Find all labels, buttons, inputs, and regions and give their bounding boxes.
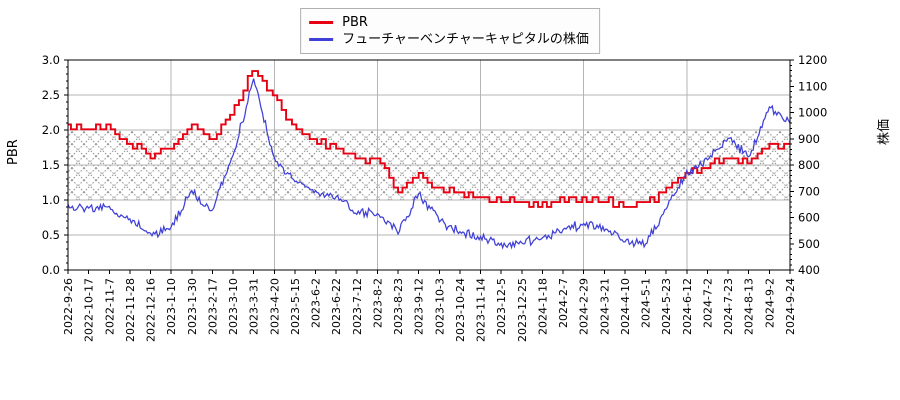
x-tick-label: 2024-4-10 xyxy=(619,278,632,335)
y-tick-label: 0.0 xyxy=(42,263,60,277)
x-tick-label: 2022-12-16 xyxy=(145,278,158,342)
y2-tick-label: 700 xyxy=(798,184,820,198)
legend-item-stock-price: フューチャーベンチャーキャピタルの株価 xyxy=(309,31,589,48)
x-tick-label: 2023-7-12 xyxy=(351,278,364,335)
x-tick-label: 2023-5-15 xyxy=(289,278,302,335)
x-tick-label: 2022-11-28 xyxy=(124,278,137,342)
x-axis-ticks: 2022-9-26 2022-10-17 2022-11-7 2022-11-28 20… xyxy=(62,270,797,342)
y2-tick-label: 600 xyxy=(798,211,820,225)
x-tick-label: 2022-9-26 xyxy=(62,278,75,335)
y2-tick-label: 1000 xyxy=(798,106,827,120)
x-tick-label: 2024-1-18 xyxy=(536,278,549,335)
y-tick-label: 2.5 xyxy=(42,88,60,102)
x-tick-label: 2023-9-12 xyxy=(413,278,426,335)
x-tick-label: 2023-1-30 xyxy=(186,278,199,335)
y2-tick-label: 400 xyxy=(798,263,820,277)
legend-item-pbr: PBR xyxy=(309,14,589,31)
x-tick-label: 2023-3-31 xyxy=(248,278,261,335)
x-tick-label: 2024-6-12 xyxy=(681,278,694,335)
y2-tick-label: 1100 xyxy=(798,79,827,93)
x-tick-label: 2023-10-24 xyxy=(454,278,467,342)
y-axis-left-ticks: 0.0 0.5 1.0 1.5 2.0 2.5 3.0 xyxy=(42,53,68,277)
y2-tick-label: 1200 xyxy=(798,53,827,67)
x-tick-label: 2024-2-7 xyxy=(557,278,570,328)
x-tick-label: 2024-9-24 xyxy=(784,278,797,335)
x-tick-label: 2023-4-20 xyxy=(268,278,281,335)
legend-swatch-stock-price xyxy=(309,38,334,41)
y2-tick-label: 900 xyxy=(798,132,820,146)
x-tick-label: 2024-9-2 xyxy=(763,278,776,328)
legend-label-pbr: PBR xyxy=(342,15,368,30)
legend-label-stock-price: フューチャーベンチャーキャピタルの株価 xyxy=(342,32,589,47)
x-tick-label: 2023-8-2 xyxy=(371,278,384,328)
gridlines xyxy=(67,59,791,271)
x-tick-label: 2024-5-1 xyxy=(640,278,653,328)
x-tick-label: 2024-2-29 xyxy=(578,278,591,335)
x-tick-label: 2023-3-10 xyxy=(227,278,240,335)
x-tick-label: 2022-10-17 xyxy=(83,278,96,342)
x-tick-label: 2024-7-2 xyxy=(701,278,714,328)
x-tick-label: 2023-12-25 xyxy=(516,278,529,342)
series-pbr xyxy=(68,70,790,208)
y2-tick-label: 500 xyxy=(798,237,820,251)
x-tick-label: 2024-7-23 xyxy=(722,278,735,335)
series-stock-price xyxy=(68,78,790,250)
x-tick-label: 2023-10-3 xyxy=(433,278,446,335)
y2-tick-label: 800 xyxy=(798,158,820,172)
y-tick-label: 1.5 xyxy=(42,158,60,172)
x-tick-label: 2023-2-17 xyxy=(206,278,219,335)
x-tick-label: 2022-11-7 xyxy=(103,278,116,335)
x-tick-label: 2024-5-23 xyxy=(660,278,673,335)
series-lines xyxy=(68,70,790,250)
y-tick-label: 3.0 xyxy=(42,53,60,67)
x-tick-label: 2024-3-21 xyxy=(598,278,611,335)
y-tick-label: 2.0 xyxy=(42,123,60,137)
legend-swatch-pbr xyxy=(309,21,334,24)
x-tick-label: 2023-11-14 xyxy=(475,278,488,342)
x-tick-label: 2023-6-2 xyxy=(310,278,323,328)
chart-legend: PBR フューチャーベンチャーキャピタルの株価 xyxy=(300,8,600,54)
x-tick-label: 2024-8-13 xyxy=(743,278,756,335)
x-tick-label: 2023-12-5 xyxy=(495,278,508,335)
x-tick-label: 2023-1-10 xyxy=(165,278,178,335)
y-tick-label: 1.0 xyxy=(42,193,60,207)
y-axis-right-ticks: 400 500 600 700 800 900 1000 1100 1200 xyxy=(790,53,827,277)
x-tick-label: 2023-8-23 xyxy=(392,278,405,335)
y-tick-label: 0.5 xyxy=(42,228,60,242)
x-tick-label: 2023-6-22 xyxy=(330,278,343,335)
